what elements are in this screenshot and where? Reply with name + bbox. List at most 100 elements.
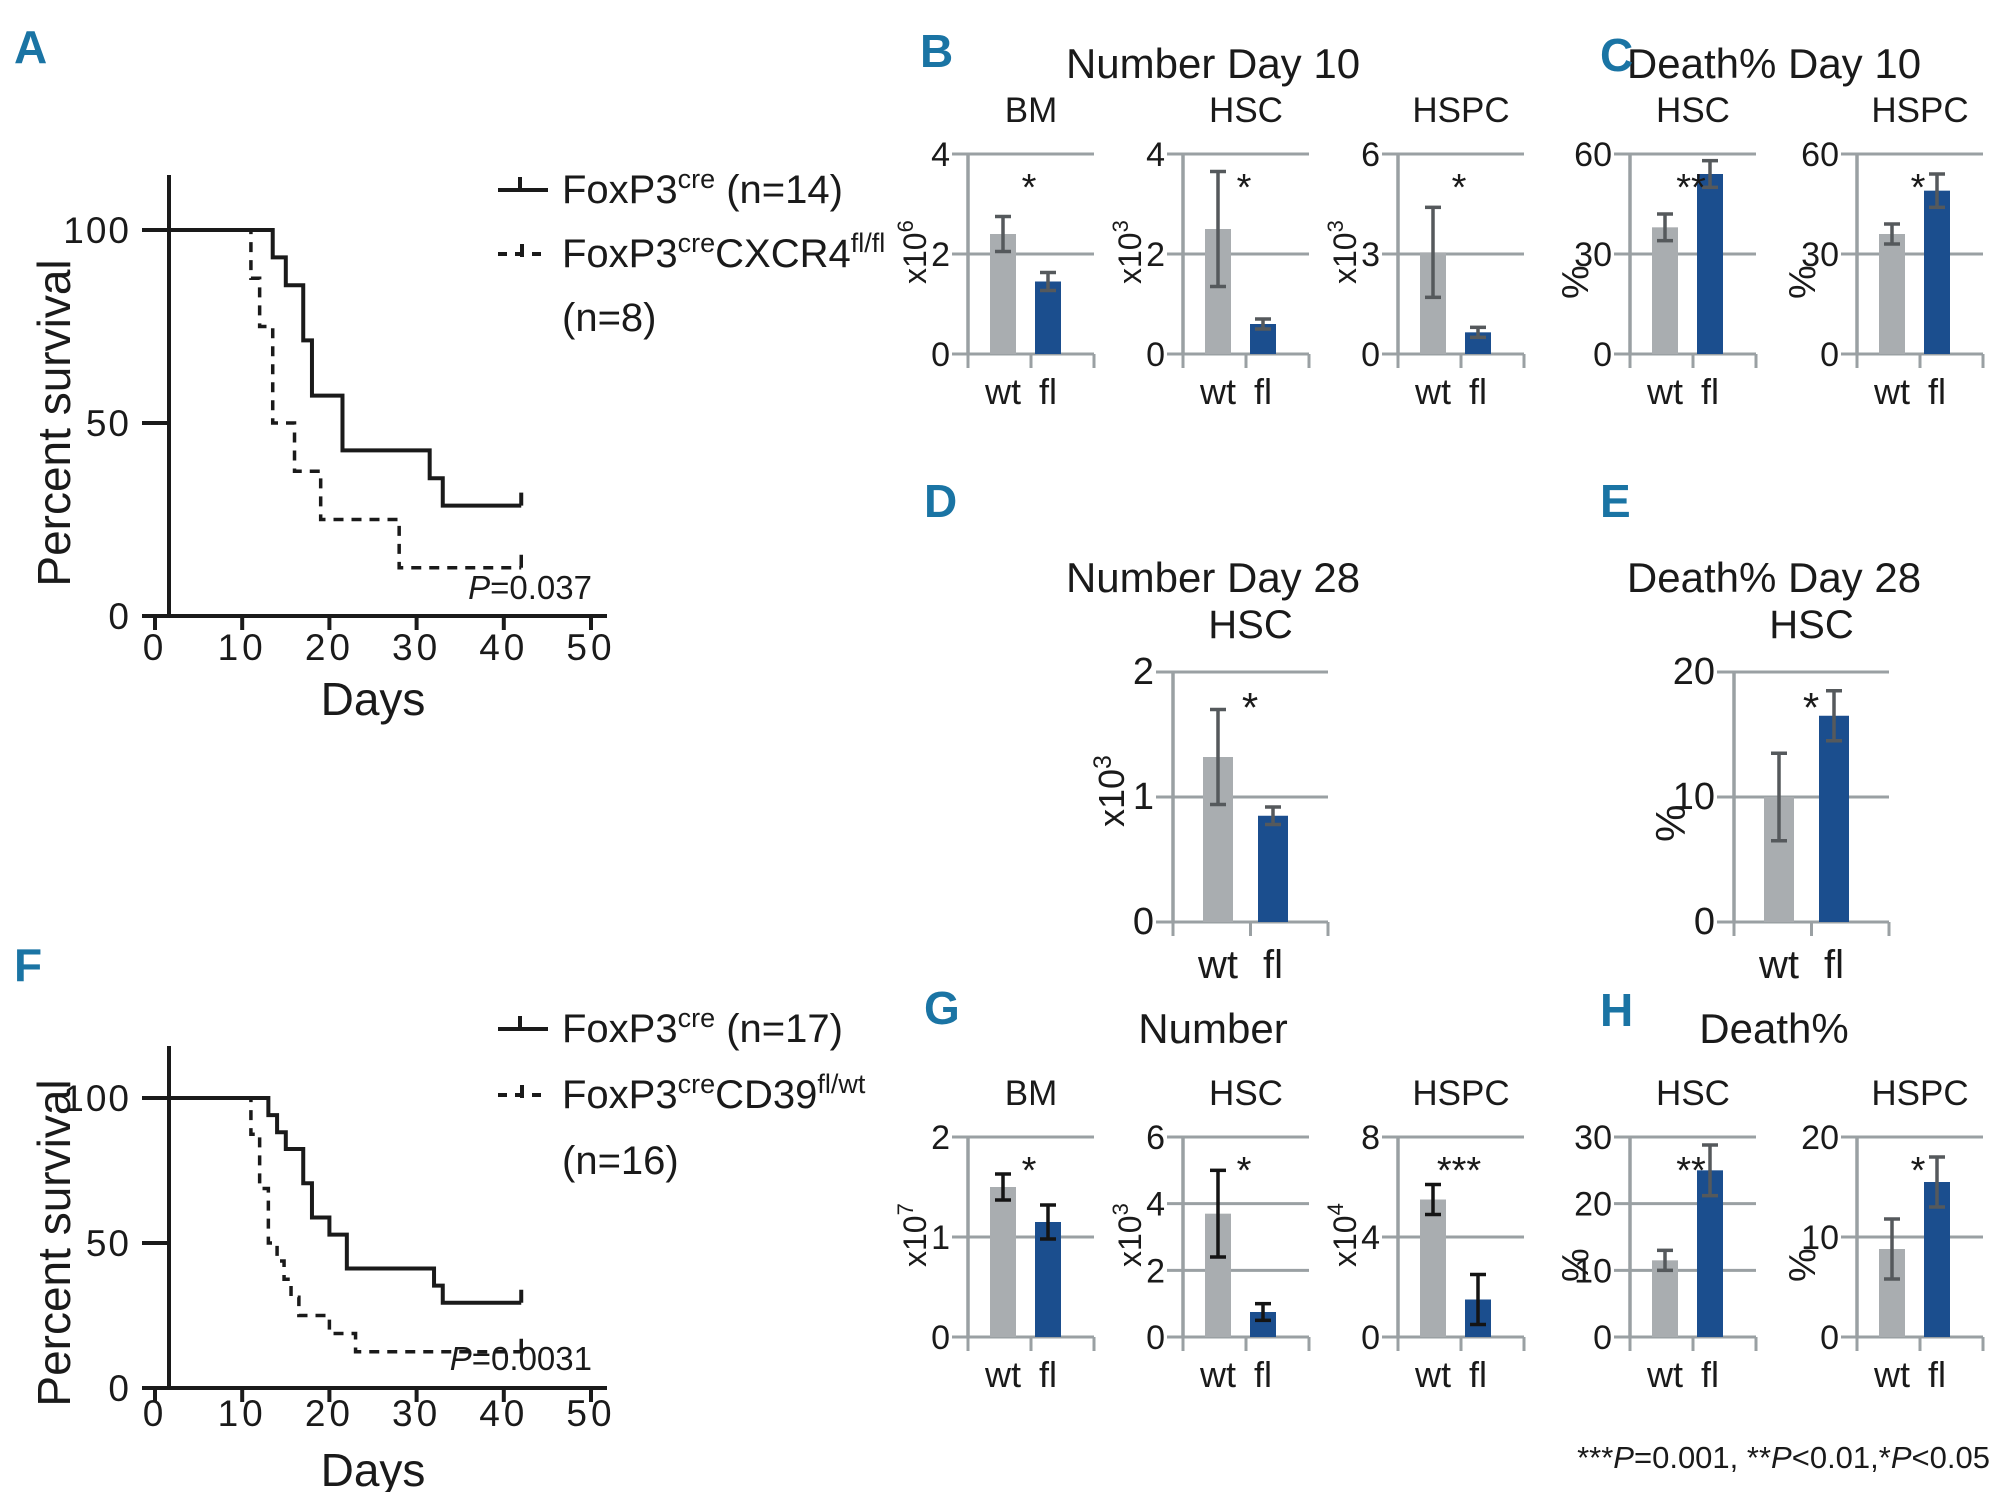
panel-e-label: E xyxy=(1600,475,1631,527)
significance-stars: * xyxy=(1911,167,1926,209)
significance-stars: * xyxy=(1236,167,1251,209)
panel-a-survival-chart: 0 50 100 0 10 20 30 40 50 Days Percent survival P=0… xyxy=(30,164,885,725)
p-value: P=0.037 xyxy=(468,569,592,606)
y-tick-label: 30 xyxy=(1801,236,1839,274)
panel-h-label: H xyxy=(1600,984,1634,1036)
y-tick-label: 10 xyxy=(1801,1219,1839,1257)
unit-label: x107 xyxy=(896,1203,933,1267)
significance-stars: * xyxy=(1242,684,1258,731)
panel-e-charts: 0 10 20 HSC% * wt fl xyxy=(1548,602,2000,1014)
panel-d: D Number Day 28 0 1 2 HSC x103 * wt fl xyxy=(888,468,1538,1014)
panel-e-title: Death% Day 28 xyxy=(1626,554,1922,601)
p-value: P=0.0031 xyxy=(450,1340,592,1377)
significance-stars: *** xyxy=(1436,1150,1481,1192)
category-label: fl xyxy=(1263,943,1283,987)
x-tick-label: 20 xyxy=(305,1393,354,1434)
panel-c-charts: 0 30 60 HSC% ** wt fl 0 30 60 HSPC% * wt fl xyxy=(1548,92,2000,437)
panel-d-chart-hsc: 0 1 2 HSC x103 * wt fl xyxy=(1089,603,1330,987)
bar-wt xyxy=(1652,1260,1678,1337)
y-tick-label: 6 xyxy=(1361,136,1380,174)
y-tick-label: 0 xyxy=(1361,1319,1380,1357)
bar-fl xyxy=(1697,1170,1723,1337)
legend-entry: FoxP3creCD39fl/wt xyxy=(562,1069,866,1117)
chart-title: HSC xyxy=(1656,1075,1730,1113)
panel-c: C Death% Day 10 0 30 60 HSC% ** wt fl 0 30 60 HSPC… xyxy=(1548,14,2000,437)
category-label: wt xyxy=(1646,371,1683,412)
category-label: fl xyxy=(1039,1354,1057,1395)
category-label: fl xyxy=(1039,371,1057,412)
survival-curve-dashed xyxy=(155,1096,522,1354)
category-label: wt xyxy=(1414,1354,1451,1395)
y-tick-label: 50 xyxy=(86,1223,131,1264)
chart-title: HSPC xyxy=(1412,1075,1509,1113)
y-tick-label: 30 xyxy=(1574,1119,1612,1157)
y-axis-title: % xyxy=(1558,1248,1597,1282)
category-label: wt xyxy=(1873,371,1910,412)
chart-title: HSC xyxy=(1209,92,1283,130)
category-label: fl xyxy=(1254,1354,1272,1395)
y-tick-label: 0 xyxy=(1593,1319,1612,1357)
y-tick-label: 0 xyxy=(1820,1319,1839,1357)
panel-g: G Number 012BMx107*wtfl0246HSCx103*wtfl0… xyxy=(888,955,1538,1420)
x-tick-label: 40 xyxy=(479,627,528,668)
chart-title: HSPC xyxy=(1871,1075,1968,1113)
y-tick-label: 0 xyxy=(1146,1319,1165,1357)
x-tick-label: 30 xyxy=(392,1393,441,1434)
unit-label: x103 xyxy=(1089,755,1132,827)
y-tick-label: 2 xyxy=(1133,651,1154,693)
legend-entry: FoxP3cre (n=17) xyxy=(562,1003,843,1051)
panel-e: E Death% Day 28 0 10 20 HSC% * wt fl xyxy=(1548,468,2000,1014)
y-tick-label: 30 xyxy=(1574,236,1612,274)
significance-footnote: ***P=0.001, **P<0.01,*P<0.05 xyxy=(1577,1440,1990,1475)
x-tick-label: 10 xyxy=(218,627,267,668)
category-label: wt xyxy=(1873,1354,1910,1395)
category-label: wt xyxy=(1199,371,1236,412)
y-tick-label: 10 xyxy=(1574,1252,1612,1290)
y-tick-label: 100 xyxy=(63,1078,131,1119)
y-tick-label: 0 xyxy=(1694,901,1715,943)
bar-fl xyxy=(1819,715,1849,922)
legend-entry: FoxP3cre (n=14) xyxy=(562,164,843,212)
y-axis-title: Percent survival xyxy=(30,259,80,586)
panel-d-title: Number Day 28 xyxy=(1065,554,1361,601)
panel-e-chart-hsc: 0 10 20 HSC% * wt fl xyxy=(1649,603,1891,987)
panel-c-chart-hspc: 0 30 60 HSPC% * wt fl xyxy=(1785,92,1985,412)
significance-stars: * xyxy=(1021,167,1036,209)
survival-curve-solid xyxy=(155,228,522,508)
legend-entry: (n=8) xyxy=(562,296,657,340)
y-tick-label: 10 xyxy=(1673,776,1715,818)
y-tick-label: 6 xyxy=(1146,1119,1165,1157)
bar-wt xyxy=(1419,1199,1446,1337)
panel-h-chart-hspc: 0 10 20 HSPC% * wt fl xyxy=(1785,1075,1985,1395)
category-label: fl xyxy=(1928,371,1946,412)
y-axis-title: Percent survival xyxy=(30,1079,80,1406)
category-label: wt xyxy=(1199,1354,1236,1395)
panel-a: A 0 50 100 0 10 20 30 40 50 Days Percent survival P… xyxy=(0,0,920,780)
y-tick-label: 100 xyxy=(63,210,131,251)
y-tick-label: 0 xyxy=(1133,901,1154,943)
y-axis-title: % xyxy=(1649,805,1694,842)
y-tick-label: 0 xyxy=(931,1319,950,1357)
panel-c-title: Death% Day 10 xyxy=(1626,40,1922,87)
unit-label: x106 xyxy=(896,220,933,284)
y-tick-label: 2 xyxy=(1146,236,1165,274)
category-label: wt xyxy=(1197,943,1238,987)
significance-stars: * xyxy=(1236,1150,1251,1192)
panel-a-label: A xyxy=(14,21,48,73)
panel-f: F 0 50 100 0 10 20 30 40 50 Days Percent survival P… xyxy=(0,862,920,1492)
bar-fl xyxy=(1034,1222,1061,1337)
y-tick-label: 0 xyxy=(1146,336,1165,374)
bar-fl xyxy=(1258,815,1288,922)
significance-stars: * xyxy=(1021,1150,1036,1192)
y-axis-title: % xyxy=(1785,1248,1824,1282)
y-tick-label: 0 xyxy=(108,596,131,637)
y-tick-label: 2 xyxy=(931,1119,950,1157)
panel-d-charts: 0 1 2 HSC x103 * wt fl xyxy=(888,602,1538,1014)
unit-label: x103 xyxy=(1111,1203,1148,1267)
unit-label: x104 xyxy=(1326,1203,1363,1267)
